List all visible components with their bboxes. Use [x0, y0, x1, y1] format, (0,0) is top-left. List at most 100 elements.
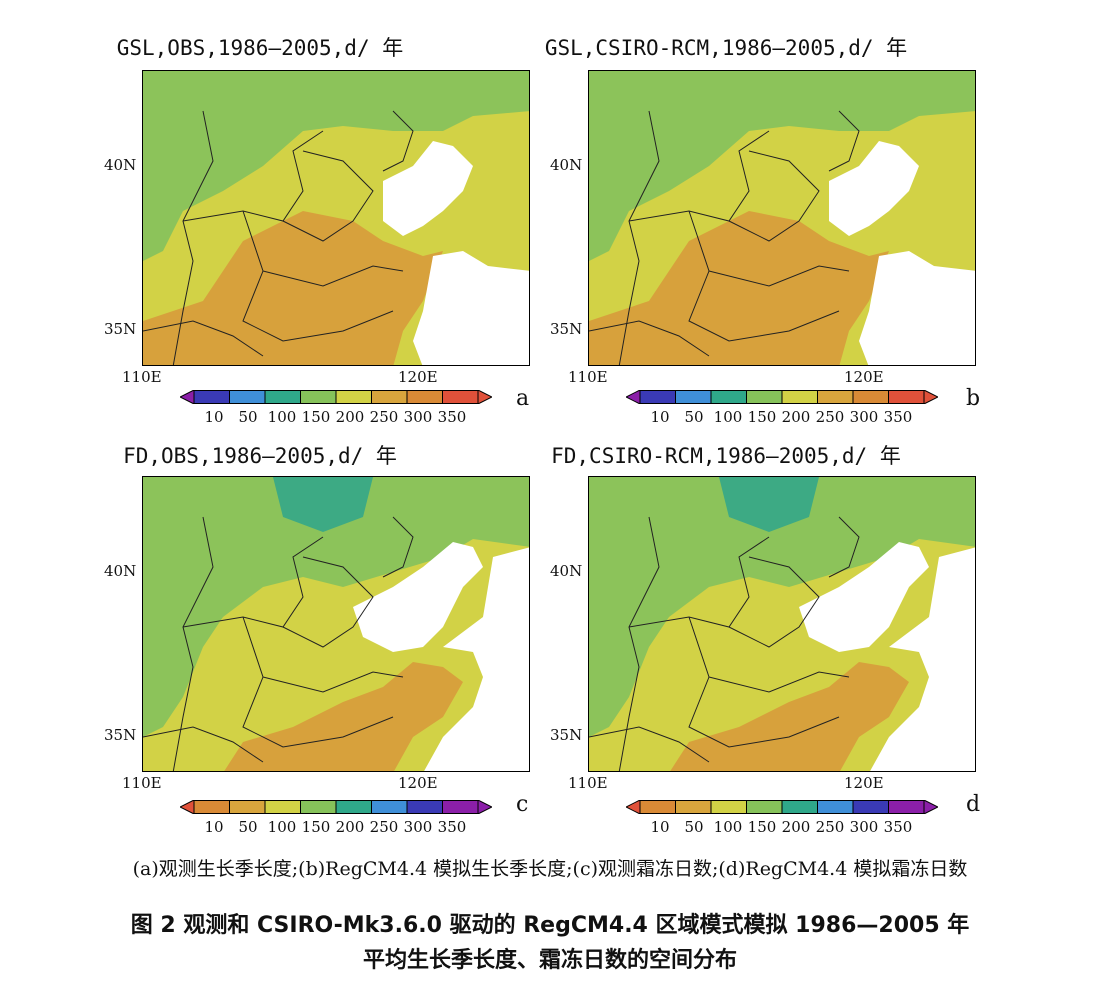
colorbar-tick: 200 — [335, 818, 365, 836]
province-boundary — [728, 556, 820, 648]
lon-label-110e: 110E — [568, 774, 608, 792]
colorbar-end-right — [923, 390, 938, 404]
colorbar-tick: 250 — [815, 408, 845, 426]
colorbar-segment — [639, 390, 676, 404]
colorbar-tick: 50 — [238, 408, 258, 426]
colorbar-tick: 200 — [781, 408, 811, 426]
province-boundary — [688, 616, 840, 748]
colorbar-tick: 300 — [403, 818, 433, 836]
colorbar-segment — [852, 390, 889, 404]
colorbar-segment — [675, 800, 712, 814]
map-b — [588, 70, 976, 366]
colorbar-tick: 200 — [335, 408, 365, 426]
colorbar — [626, 390, 938, 404]
colorbar-tick: 50 — [684, 408, 704, 426]
colorbar-segment — [406, 390, 443, 404]
colorbar-segment — [335, 390, 372, 404]
map-region-teal — [719, 477, 819, 532]
province-boundary — [143, 320, 264, 357]
lat-label-35n: 35N — [550, 320, 583, 338]
colorbar — [626, 800, 938, 814]
colorbar-segment — [675, 390, 712, 404]
province-boundary — [688, 210, 840, 342]
colorbar-segment — [817, 800, 854, 814]
province-boundary — [589, 726, 710, 763]
colorbar-end-right — [477, 390, 492, 404]
colorbar — [180, 390, 492, 404]
province-boundary — [628, 536, 770, 628]
colorbar-tick: 10 — [650, 408, 670, 426]
colorbar — [180, 800, 492, 814]
colorbar-end-left — [180, 390, 195, 404]
colorbar-segment — [335, 800, 372, 814]
colorbar-ticks: 10 50 100 150 200 250 300 350 — [626, 818, 938, 838]
map-sea — [829, 141, 975, 365]
lat-label-40n: 40N — [104, 156, 137, 174]
colorbar-tick: 150 — [301, 408, 331, 426]
lon-label-110e: 110E — [122, 774, 162, 792]
colorbar-segment — [781, 800, 818, 814]
colorbar-tick: 300 — [403, 408, 433, 426]
map-sea — [799, 542, 975, 771]
province-boundary — [382, 110, 414, 172]
colorbar-segment — [264, 800, 301, 814]
colorbar-tick: 10 — [204, 818, 224, 836]
colorbar-segment — [852, 800, 889, 814]
colorbar-tick: 150 — [747, 408, 777, 426]
province-boundary — [382, 516, 414, 578]
province-boundary — [708, 265, 850, 287]
map-region-north — [143, 477, 529, 737]
panel-c: FD,OBS,1986—2005,d/ 年 40N 35N 110E 120E … — [0, 438, 540, 858]
colorbar-segment — [264, 390, 301, 404]
province-boundary — [282, 150, 374, 242]
map-field — [589, 477, 975, 771]
map-c — [142, 476, 530, 772]
province-boundary — [282, 556, 374, 648]
colorbar-segment — [888, 390, 925, 404]
province-boundary — [618, 110, 660, 365]
colorbar-tick: 10 — [650, 818, 670, 836]
colorbar-tick: 100 — [713, 818, 743, 836]
panel-label: c — [516, 792, 529, 817]
lon-label-120e: 120E — [398, 774, 438, 792]
panel-title: GSL,CSIRO-RCM,1986—2005,d/ 年 — [544, 36, 908, 60]
colorbar-segment — [888, 800, 925, 814]
colorbar-tick: 150 — [301, 818, 331, 836]
lon-label-110e: 110E — [568, 368, 608, 386]
colorbar-tick: 100 — [267, 818, 297, 836]
colorbar-segment — [817, 390, 854, 404]
colorbar-segment — [193, 390, 230, 404]
colorbar-segment — [371, 390, 408, 404]
map-region-north — [589, 477, 975, 737]
map-region-south — [224, 662, 463, 771]
province-boundary — [143, 726, 264, 763]
province-boundary — [262, 265, 404, 287]
map-region-south — [589, 211, 889, 365]
colorbar-end-left — [626, 390, 641, 404]
province-boundary — [708, 671, 850, 693]
province-boundary — [242, 616, 394, 748]
colorbar-tick: 10 — [204, 408, 224, 426]
lat-label-35n: 35N — [104, 320, 137, 338]
panel-label: b — [966, 386, 981, 411]
map-region-north — [589, 71, 975, 261]
province-boundary — [172, 516, 214, 771]
panel-label: a — [516, 386, 530, 411]
map-region-north — [143, 71, 529, 261]
colorbar-end-left — [626, 800, 641, 814]
map-field — [589, 71, 975, 365]
figure-caption-line2: 平均生长季长度、霜冻日数的空间分布 — [362, 948, 737, 973]
map-sea — [383, 141, 529, 365]
colorbar-end-right — [477, 800, 492, 814]
panel-label: d — [966, 792, 981, 817]
colorbar-tick: 200 — [781, 818, 811, 836]
lon-label-120e: 120E — [398, 368, 438, 386]
colorbar-tick: 100 — [713, 408, 743, 426]
colorbar-tick: 350 — [883, 818, 913, 836]
colorbar-tick: 300 — [849, 408, 879, 426]
province-boundary — [628, 130, 770, 222]
colorbar-tick: 100 — [267, 408, 297, 426]
colorbar-segment — [300, 390, 337, 404]
colorbar-end-right — [923, 800, 938, 814]
colorbar-segment — [710, 390, 747, 404]
